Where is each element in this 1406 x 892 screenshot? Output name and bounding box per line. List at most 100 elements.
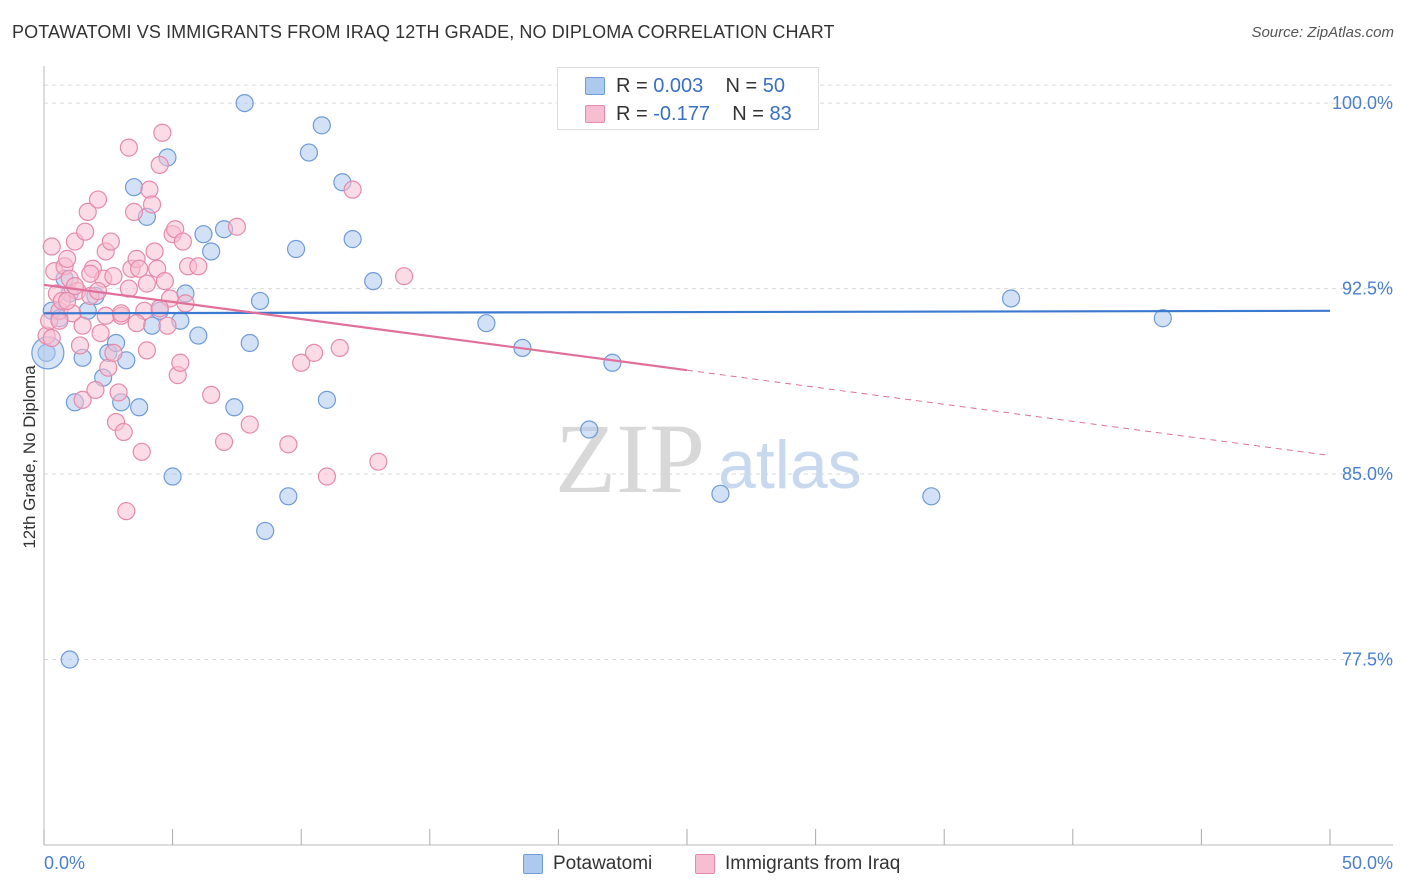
bottom-legend: Potawatomi Immigrants from Iraq: [0, 851, 1406, 879]
potawatomi-point: [317, 390, 337, 409]
iraq-point: [173, 232, 192, 251]
iraq-point: [119, 138, 138, 157]
iraq-point: [155, 272, 174, 291]
potawatomi-point: [922, 487, 941, 506]
iraq-point: [104, 343, 123, 362]
iraq-point: [304, 343, 324, 362]
iraq-point: [292, 353, 311, 372]
y-tick-label: 100.0%: [1332, 93, 1393, 113]
potawatomi-point: [163, 467, 182, 486]
iraq-point: [150, 155, 169, 175]
iraq-point: [73, 316, 92, 335]
iraq-point: [214, 432, 234, 451]
potawatomi-point: [235, 93, 254, 113]
potawatomi-point: [343, 230, 362, 249]
potawatomi-point: [1001, 289, 1021, 308]
iraq-point: [202, 385, 221, 405]
legend-n-value: 83: [769, 102, 792, 125]
legend-n-label: N =: [732, 102, 764, 125]
iraq-point: [142, 195, 162, 214]
source-label: Source: ZipAtlas.com: [1251, 24, 1394, 41]
potawatomi-point: [250, 291, 270, 311]
iraq-point: [109, 383, 128, 402]
x-tick-label: 0.0%: [44, 853, 85, 873]
trendline-iraq-extension: [686, 369, 1331, 456]
grid-layer: 77.5% 85.0% 92.5% 100.0%: [44, 84, 1393, 670]
potawatomi-point: [711, 484, 730, 503]
legend-r-label: R =: [616, 102, 648, 125]
potawatomi-point: [194, 225, 213, 244]
bottom-legend-label: Immigrants from Iraq: [725, 853, 901, 874]
legend-n-label: N =: [725, 74, 758, 97]
iraq-point: [150, 299, 169, 318]
potawatomi-point: [364, 272, 383, 291]
iraq-point: [145, 242, 164, 261]
potawatomi-point: [279, 487, 298, 506]
potawatomi-point: [299, 143, 319, 162]
legend-swatch-blue: [585, 77, 605, 95]
bottom-legend-potawatomi[interactable]: Potawatomi: [523, 853, 652, 875]
iraq-point: [81, 264, 100, 283]
potawatomi-point: [124, 178, 144, 197]
series-immigrants-from-iraq: [37, 123, 414, 521]
iraq-point: [317, 467, 337, 486]
iraq-point: [42, 328, 61, 348]
iraq-point: [117, 502, 136, 521]
bottom-legend-label: Potawatomi: [553, 853, 653, 874]
iraq-point: [91, 323, 110, 343]
iraq-point: [279, 435, 298, 454]
watermark-zip: ZIP: [555, 403, 705, 514]
iraq-point: [58, 291, 77, 311]
trend-layer: [43, 283, 1331, 456]
iraq-point: [50, 311, 69, 330]
potawatomi-point: [603, 353, 622, 372]
iraq-point: [101, 232, 120, 251]
iraq-point: [369, 452, 388, 471]
iraq-point: [137, 274, 156, 293]
iraq-point: [88, 190, 108, 209]
potawatomi-point: [312, 116, 331, 135]
potawatomi-point: [580, 420, 599, 439]
legend-r-label: R =: [616, 74, 648, 97]
iraq-point: [124, 202, 144, 222]
potawatomi-point: [286, 239, 306, 259]
iraq-point: [76, 222, 95, 241]
potawatomi-point: [240, 333, 259, 353]
iraq-point: [114, 422, 133, 442]
axis-layer: 0.0% 50.0%: [43, 66, 1393, 873]
iraq-point: [132, 442, 151, 461]
iraq-point: [70, 336, 90, 355]
iraq-point: [158, 316, 177, 335]
iraq-point: [42, 237, 61, 256]
iraq-point: [86, 380, 105, 400]
iraq-point: [189, 257, 208, 276]
iraq-point: [130, 259, 149, 278]
series-potawatomi: [31, 93, 1172, 669]
potawatomi-point: [130, 398, 149, 417]
potawatomi-point: [1153, 309, 1172, 328]
potawatomi-point: [225, 398, 244, 417]
iraq-point: [227, 217, 246, 236]
iraq-point: [96, 306, 115, 325]
watermark: ZIP atlas: [555, 403, 862, 514]
y-tick-label: 77.5%: [1342, 650, 1393, 670]
iraq-point: [137, 341, 156, 360]
legend-swatch-pink: [585, 105, 605, 123]
legend-n-value: 50: [762, 74, 786, 97]
legend-row-iraq: R = -0.177 N = 83: [616, 102, 792, 126]
iraq-point: [240, 415, 259, 434]
iraq-point: [65, 276, 84, 296]
bottom-legend-iraq[interactable]: Immigrants from Iraq: [695, 853, 900, 875]
iraq-point: [153, 123, 172, 142]
iraq-point: [73, 390, 92, 409]
swatch-blue: [523, 854, 543, 874]
iraq-point: [343, 180, 362, 199]
legend: R = 0.003 N = 50 R = -0.177 N = 83: [557, 67, 819, 130]
y-axis-label: 12th Grade, No Diploma: [20, 365, 39, 549]
swatch-pink: [695, 854, 715, 874]
iraq-point: [127, 314, 146, 333]
potawatomi-point: [60, 650, 79, 669]
iraq-point: [171, 353, 190, 372]
chart-title: POTAWATOMI VS IMMIGRANTS FROM IRAQ 12TH …: [12, 22, 835, 42]
